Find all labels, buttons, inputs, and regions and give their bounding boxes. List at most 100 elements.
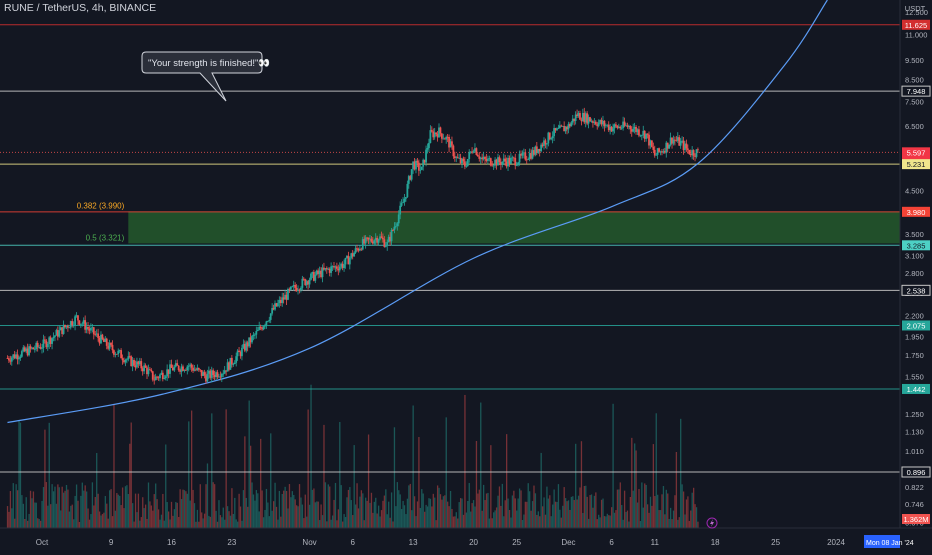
volume-bar — [375, 497, 377, 528]
candle-body — [583, 112, 586, 123]
volume-bar — [284, 486, 286, 528]
volume-bar — [339, 421, 341, 528]
volume-bar — [388, 501, 390, 528]
volume-bar — [124, 486, 127, 528]
y-tick-label: 0.746 — [905, 500, 924, 509]
volume-bar — [605, 516, 607, 528]
price-tag-text: 11.625 — [905, 21, 927, 30]
candle-body — [566, 126, 568, 130]
candle-body — [202, 372, 205, 376]
candle-body — [18, 357, 20, 360]
volume-bar — [48, 422, 50, 528]
volume-bar — [654, 496, 656, 528]
volume-bar — [44, 429, 46, 528]
volume-bar — [442, 496, 445, 528]
volume-bar — [319, 520, 321, 528]
candle-body — [130, 356, 133, 367]
volume-bar — [343, 514, 345, 528]
candle-body — [29, 346, 32, 349]
candle-body — [440, 133, 443, 139]
candle-body — [474, 148, 476, 152]
candle-body — [373, 240, 376, 244]
volume-bar — [60, 510, 62, 528]
volume-bar — [464, 394, 466, 528]
volume-bar — [262, 517, 265, 528]
candle-body — [653, 149, 656, 156]
volume-bar — [185, 491, 187, 528]
candle-body — [603, 120, 606, 127]
volume-bar — [32, 491, 35, 528]
volume-bar — [411, 510, 413, 528]
candle-body — [81, 323, 84, 325]
candle-body — [400, 203, 403, 206]
candle-body — [327, 268, 330, 270]
volume-bar — [290, 497, 292, 528]
candle-body — [692, 150, 695, 156]
volume-bar — [540, 452, 542, 528]
volume-bar — [485, 493, 488, 528]
volume-bar — [544, 514, 547, 528]
volume-bar — [612, 403, 614, 528]
volume-bar — [45, 482, 48, 528]
price-tag-text: 2.075 — [907, 321, 926, 330]
candle-body — [205, 375, 207, 382]
candle-body — [225, 370, 228, 372]
candle-body — [642, 130, 645, 136]
volume-bar — [277, 519, 279, 528]
price-tag-11-625 — [902, 19, 930, 30]
candle-body — [341, 263, 344, 269]
candle-body — [527, 159, 530, 160]
volume-bar — [188, 421, 190, 528]
candle-body — [386, 242, 389, 246]
candle-body — [22, 347, 25, 352]
volume-bar — [324, 482, 327, 528]
volume-bar — [678, 517, 680, 528]
volume-bar — [619, 482, 621, 528]
volume-bar — [680, 418, 682, 528]
volume-bar — [285, 490, 288, 528]
volume-bar — [111, 516, 114, 528]
candle-body — [545, 143, 548, 145]
lightning-icon[interactable] — [706, 517, 718, 529]
volume-bar — [465, 512, 468, 528]
y-tick-label: 4.500 — [905, 186, 924, 195]
volume-bar — [534, 493, 537, 528]
candle-body — [629, 125, 632, 130]
candle-body — [39, 347, 42, 349]
candle-body — [301, 278, 304, 288]
candle-body — [266, 321, 269, 322]
volume-bar — [287, 508, 289, 528]
candle-body — [685, 143, 688, 149]
candle-body — [397, 214, 400, 224]
volume-bar — [572, 496, 574, 528]
volume-bar — [457, 518, 459, 528]
candle-body — [300, 287, 302, 291]
volume-bar — [342, 521, 344, 528]
volume-bar — [501, 483, 503, 528]
volume-bar — [468, 483, 470, 528]
volume-bar — [392, 521, 394, 528]
volume-bar — [467, 500, 469, 528]
x-tick-label: 2024 — [827, 538, 845, 547]
candle-body — [265, 321, 268, 326]
volume-bar — [362, 493, 364, 528]
candle-body — [236, 350, 239, 357]
candle-body — [617, 126, 620, 128]
volume-bar — [55, 503, 58, 528]
candle-body — [209, 370, 212, 378]
volume-bar — [25, 497, 27, 528]
volume-bar — [330, 519, 332, 528]
volume-bar — [616, 489, 619, 528]
candle-body — [633, 126, 636, 129]
candle-body — [432, 131, 435, 138]
candle-body — [462, 158, 465, 162]
candle-body — [655, 154, 658, 156]
candle-body — [331, 266, 334, 267]
y-tick-label: 11.000 — [905, 30, 927, 39]
volume-bar — [382, 500, 384, 528]
volume-bar — [196, 509, 199, 528]
candle-body — [554, 128, 557, 131]
candle-body — [639, 135, 642, 137]
